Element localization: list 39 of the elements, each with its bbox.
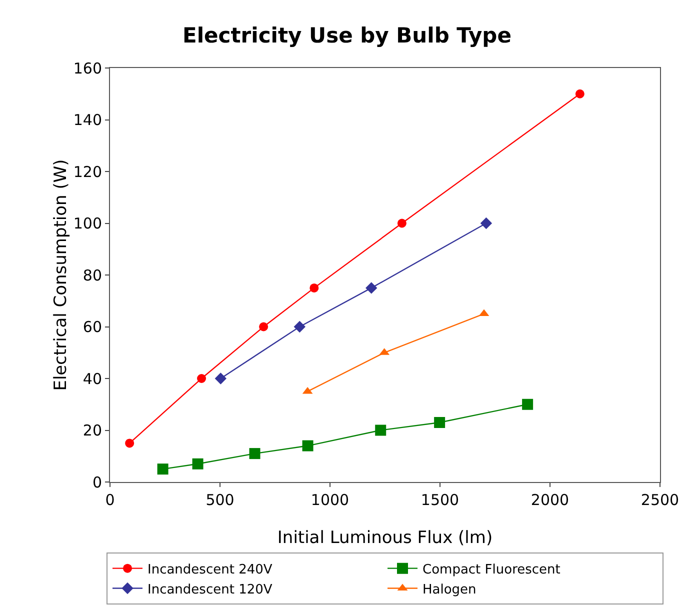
y-tick-label: 40 [82,370,102,388]
y-tick-label: 120 [73,162,102,181]
legend-label: Incandescent 240V [148,562,272,578]
chart-title: Electricity Use by Bulb Type [182,23,512,48]
point [294,320,306,333]
point [125,438,134,448]
point [480,217,492,230]
point [366,282,378,294]
legend-label: Compact Fluorescent [422,562,560,578]
x-tick-label: 1000 [310,491,350,509]
point [157,464,168,475]
y-tick-label: 160 [73,59,102,78]
point [214,372,227,384]
point [259,322,268,332]
point [434,416,446,428]
x-tick-label: 0 [105,491,115,509]
legend-label: Halogen [422,582,476,598]
point [192,458,204,470]
point [375,424,386,436]
x-tick-label: 2500 [640,491,680,509]
point [249,448,260,460]
point [310,283,319,292]
point [197,374,206,383]
x-axis-title: Initial Luminous Flux (lm) [277,528,493,548]
y-tick-label: 80 [82,266,102,284]
legend-label: Incandescent 120V [148,582,272,598]
y-tick-label: 20 [82,422,102,440]
y-tick-label: 140 [73,111,102,129]
point [522,398,534,410]
point [302,440,314,452]
x-tick-label: 500 [206,491,234,509]
point [397,218,406,228]
x-tick-label: 2000 [530,491,570,509]
y-tick-label: 0 [92,473,102,492]
y-axis-title: Electrical Consumption (W) [51,159,71,391]
y-tick-label: 60 [82,318,102,336]
y-tick-label: 100 [73,214,102,232]
x-tick-label: 1500 [420,491,460,509]
point [575,89,584,98]
